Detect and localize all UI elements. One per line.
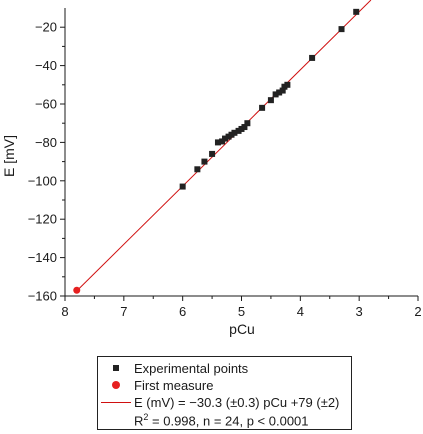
y-tick-label: −80 [35, 135, 57, 150]
experimental-point [284, 81, 291, 88]
x-tick-label: 8 [61, 304, 68, 319]
line-marker-icon [98, 394, 134, 410]
experimental-point [338, 26, 345, 33]
x-tick-label: 2 [414, 304, 421, 319]
chart: 8 7 6 5 4 3 2−160−140−120−100−80−60−40−20 pCu … [1, 0, 422, 337]
experimental-point [201, 158, 208, 165]
experimental-point [194, 166, 201, 173]
x-tick-label: 5 [238, 304, 245, 319]
plot-lines [76, 0, 372, 292]
axes [64, 8, 418, 297]
y-tick-label: −60 [35, 97, 57, 112]
circle-marker-icon [98, 377, 134, 393]
legend-label: E (mV) = −30.3 (±0.3) pCu +79 (±2) [134, 394, 340, 410]
experimental-point [214, 139, 221, 146]
ticks: 8 7 6 5 4 3 2 −160 −140 −120 −100 −80 −60 −40 −20 [28, 20, 422, 319]
experimental-point [209, 150, 216, 157]
y-tick-label: −40 [35, 58, 57, 73]
x-tick-label: 6 [179, 304, 186, 319]
legend-item-fit-line: E (mV) = −30.3 (±0.3) pCu +79 (±2) [98, 394, 339, 410]
x-tick-label: 7 [120, 304, 127, 319]
x-axis-title: pCu [229, 321, 255, 337]
legend-label: Experimental points [134, 360, 249, 376]
fit-statistics: R2 = 0.998, n = 24, p < 0.0001 [134, 412, 309, 429]
fit-line [76, 0, 372, 292]
experimental-point [241, 124, 248, 131]
experimental-point [179, 183, 186, 190]
x-tick-label: 3 [356, 304, 363, 319]
experimental-point [231, 129, 238, 136]
experimental-point [267, 97, 274, 104]
y-tick-label: −120 [28, 212, 57, 227]
experimental-point [279, 87, 286, 94]
y-tick-label: −140 [28, 250, 57, 265]
experimental-point [272, 91, 279, 98]
experimental-point [309, 54, 316, 61]
x-tick-label: 4 [297, 304, 304, 319]
y-tick-label: −100 [28, 173, 57, 188]
experimental-point [353, 8, 360, 15]
plot-points [73, 8, 360, 294]
experimental-point [276, 89, 283, 96]
y-axis-title: E [mV] [1, 135, 17, 177]
experimental-point [259, 104, 266, 111]
first-measure-point [73, 286, 81, 294]
experimental-point [244, 120, 251, 127]
legend-label: First measure [134, 377, 214, 393]
legend-item-first-measure: First measure [98, 377, 213, 393]
legend-item-experimental: Experimental points [98, 360, 248, 376]
legend: Experimental points First measure E (mV)… [97, 356, 352, 430]
y-tick-label: −160 [28, 289, 57, 304]
experimental-point [222, 135, 229, 142]
square-marker-icon [98, 360, 134, 376]
y-tick-label: −20 [35, 20, 57, 35]
